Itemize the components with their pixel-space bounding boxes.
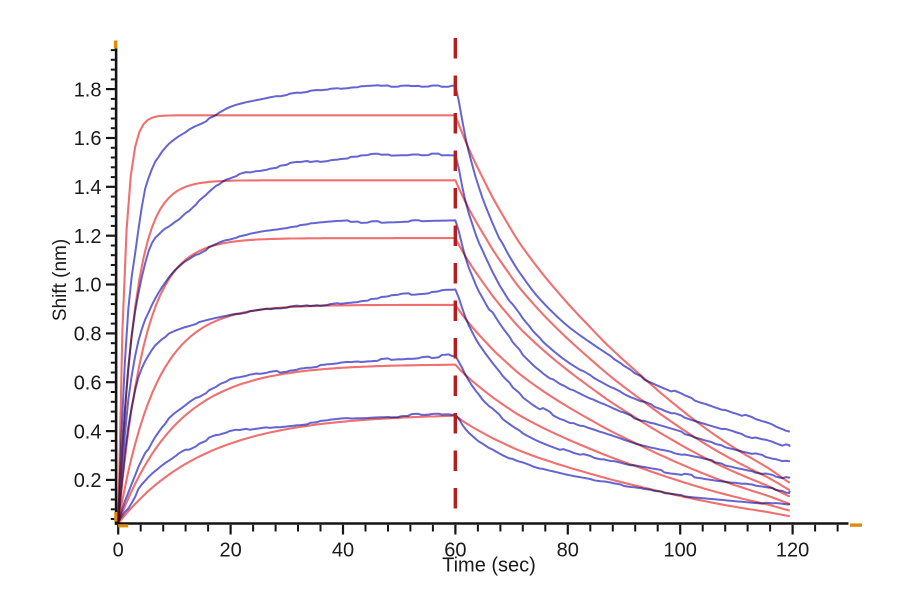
- svg-text:1.8: 1.8: [74, 79, 102, 101]
- svg-text:0.4: 0.4: [74, 421, 102, 443]
- svg-text:Time (sec): Time (sec): [442, 555, 536, 577]
- svg-text:1.2: 1.2: [74, 226, 102, 248]
- svg-text:60: 60: [444, 540, 466, 562]
- svg-text:Shift (nm): Shift (nm): [50, 239, 71, 321]
- svg-text:1.0: 1.0: [74, 275, 102, 297]
- svg-text:0.2: 0.2: [74, 470, 102, 492]
- svg-text:1.4: 1.4: [74, 177, 102, 199]
- svg-text:0.8: 0.8: [74, 324, 102, 346]
- svg-text:120: 120: [776, 540, 809, 562]
- svg-text:80: 80: [557, 540, 579, 562]
- svg-text:1.6: 1.6: [74, 128, 102, 150]
- svg-text:100: 100: [664, 540, 697, 562]
- svg-text:20: 20: [219, 540, 241, 562]
- svg-text:40: 40: [332, 540, 354, 562]
- svg-text:0: 0: [113, 540, 124, 562]
- svg-text:0.6: 0.6: [74, 372, 102, 394]
